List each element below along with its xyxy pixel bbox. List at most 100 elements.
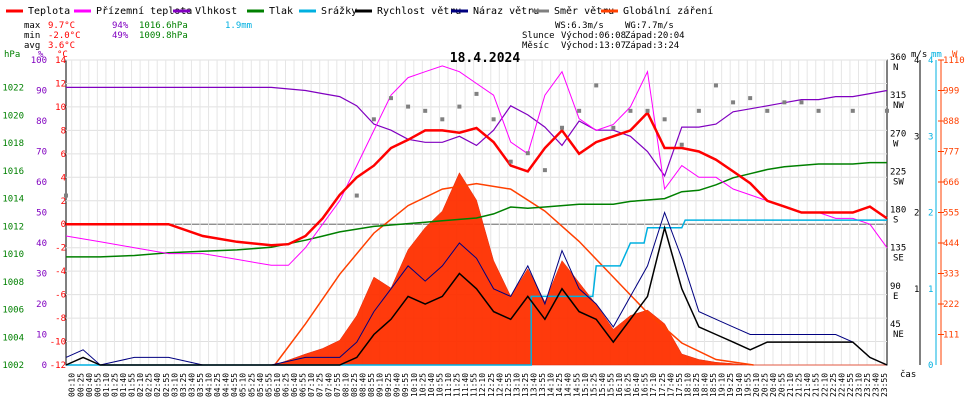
wind-direction-point (731, 100, 736, 105)
time-tick: 08:55 (367, 373, 376, 397)
temperature-tick: 10 (55, 103, 66, 113)
axes: hPa% °C1002100410061008101010121014101610… (2, 50, 964, 397)
time-tick: 17:25 (658, 373, 667, 397)
wind-direction-point (525, 151, 530, 156)
time-tick: 00:40 (85, 373, 94, 397)
time-tick: 04:25 (213, 373, 222, 397)
wind-direction-point (850, 108, 855, 113)
pressure-tick: 1018 (2, 139, 24, 149)
time-tick: 21:25 (795, 373, 804, 397)
time-tick: 03:25 (179, 373, 188, 397)
wind-direction-point (816, 108, 821, 113)
humidity-tick: 90 (36, 87, 47, 97)
time-tick: 22:40 (837, 373, 846, 397)
wind-direction-point (696, 108, 701, 113)
rain-tick: 3 (928, 132, 933, 142)
direction-tick: 225 (890, 167, 906, 177)
axis-unit-rain: mm (931, 50, 942, 60)
radiation-tick: 999 (943, 87, 959, 97)
time-tick: 17:55 (675, 373, 684, 397)
direction-tick: 180 (890, 206, 906, 216)
time-tick: 12:10 (478, 373, 487, 397)
time-tick: 15:25 (589, 373, 598, 397)
time-tick: 18:25 (692, 373, 701, 397)
humidity-tick: 80 (36, 117, 47, 127)
time-tick: 22:25 (829, 373, 838, 397)
axis-unit-radiation: W (952, 50, 958, 60)
radiation-area (66, 172, 887, 366)
wind-direction-point (542, 168, 547, 173)
time-tick: 23:25 (863, 373, 872, 397)
time-tick: 02:40 (153, 373, 162, 397)
direction-label: SE (893, 254, 904, 264)
time-tick: 04:55 (230, 373, 239, 397)
time-tick: 06:40 (290, 373, 299, 397)
time-tick: 23:10 (854, 373, 863, 397)
time-tick: 08:25 (350, 373, 359, 397)
time-tick: 21:55 (812, 373, 821, 397)
direction-tick: 90 (890, 282, 901, 292)
temperature-tick: 0 (61, 220, 66, 230)
time-tick: 14:40 (564, 373, 573, 397)
wind-tick: 3 (914, 132, 919, 142)
rain-line (66, 219, 887, 366)
time-tick: 11:10 (444, 373, 453, 397)
temperature-tick: -8 (55, 314, 66, 324)
time-tick: 07:25 (316, 373, 325, 397)
radiation-tick: 1110 (943, 56, 965, 66)
rain-tick: 2 (928, 209, 933, 219)
wind-gust-max: WG:7.7m/s (625, 21, 674, 31)
axis-unit-pressure: hPa (4, 50, 20, 60)
temperature-tick: 6 (61, 150, 66, 160)
direction-label: NW (893, 101, 904, 111)
wind-direction-point (782, 100, 787, 105)
stat-pressure: 1009.8hPa (139, 31, 188, 41)
time-tick: 22:10 (820, 373, 829, 397)
time-tick: 13:25 (521, 373, 530, 397)
stat-pressure: 1016.6hPa (139, 21, 188, 31)
humidity-tick: 30 (36, 270, 47, 280)
wind-direction-point (560, 125, 565, 130)
pressure-tick: 1016 (2, 167, 24, 177)
x-axis-label: čas (900, 369, 916, 380)
legend-label: Globální záření (623, 5, 713, 17)
direction-label: E (893, 292, 898, 302)
time-tick: 06:25 (282, 373, 291, 397)
time-tick: 15:40 (598, 373, 607, 397)
time-tick: 20:55 (778, 373, 787, 397)
wind-direction-point (799, 100, 804, 105)
pressure-tick: 1012 (2, 222, 24, 232)
stat-label: max (24, 21, 41, 31)
time-tick: 17:10 (649, 373, 658, 397)
time-tick: 13:55 (538, 373, 547, 397)
humidity-line (66, 86, 888, 178)
direction-label: NE (893, 330, 904, 340)
time-tick: 21:40 (803, 373, 812, 397)
stat-temp: 9.7°C (48, 21, 75, 31)
time-tick: 01:25 (110, 373, 119, 397)
wind-tick: 2 (914, 209, 919, 219)
direction-tick: 360 (890, 53, 906, 63)
time-tick: 03:40 (187, 373, 196, 397)
legend-label: Srážky (321, 5, 357, 17)
humidity-tick: 20 (36, 300, 47, 310)
radiation-tick: 555 (943, 209, 959, 219)
time-tick: 01:40 (119, 373, 128, 397)
temperature-tick: -6 (55, 291, 66, 301)
direction-tick: 135 (890, 244, 906, 254)
time-tick: 04:40 (222, 373, 231, 397)
time-tick: 14:10 (547, 373, 556, 397)
stat-label: min (24, 31, 40, 41)
legend-label: Vlhkost (195, 6, 237, 17)
time-tick: 09:25 (384, 373, 393, 397)
wind-direction-point (508, 159, 513, 164)
radiation-tick: 111 (943, 331, 959, 341)
stat-temp: 3.6°C (48, 41, 75, 51)
wind-direction-point (491, 117, 496, 122)
moon-set: Západ:3:24 (625, 41, 679, 51)
wind-direction-point (577, 108, 582, 113)
chart-title: 18.4.2024 (450, 51, 521, 66)
temperature-tick: -10 (50, 338, 66, 348)
temperature-line (66, 110, 888, 247)
